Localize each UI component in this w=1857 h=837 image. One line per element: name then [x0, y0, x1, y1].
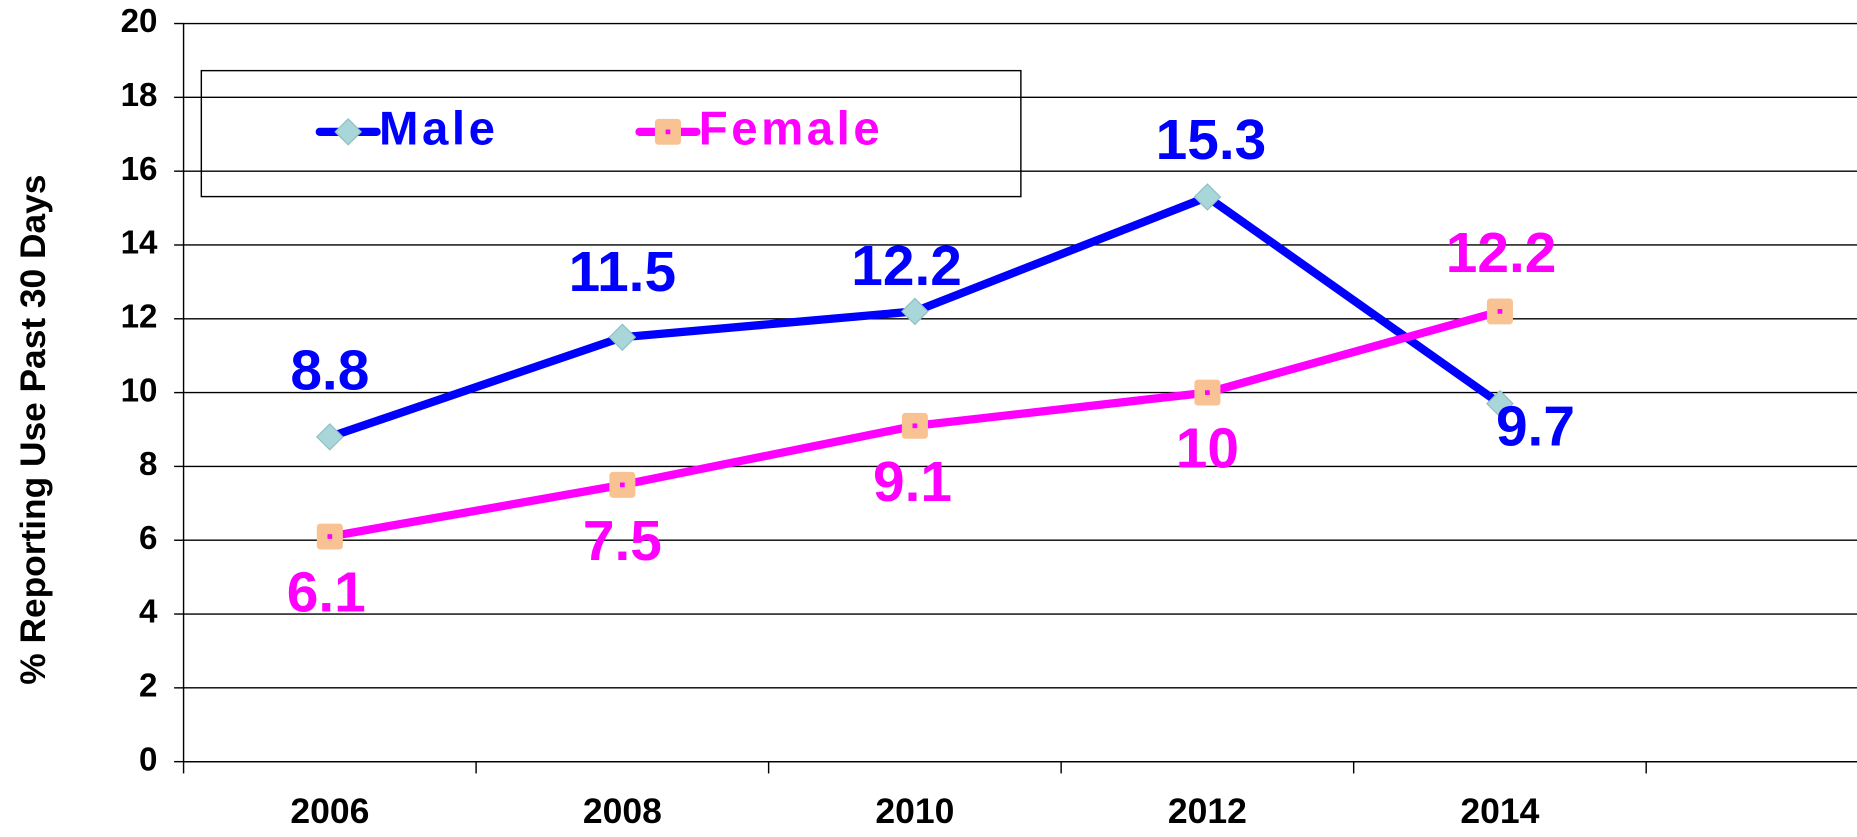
- y-tick-label: 10: [121, 372, 158, 409]
- marker-diamond: [901, 297, 929, 326]
- y-tick-label: 2: [139, 668, 157, 705]
- y-tick-label: 4: [139, 594, 158, 631]
- data-label: 15.3: [1156, 109, 1267, 172]
- marker-dot: [1205, 390, 1210, 395]
- data-label: 9.1: [873, 451, 952, 514]
- x-tick-label: 2012: [1168, 791, 1247, 831]
- marker-dot: [327, 534, 333, 539]
- marker-diamond: [1193, 183, 1222, 211]
- x-tick-label: 2010: [875, 791, 954, 831]
- data-label: 9.7: [1496, 396, 1575, 459]
- marker-diamond: [334, 118, 363, 146]
- marker-dot: [619, 482, 625, 488]
- data-label: 6.1: [287, 562, 366, 625]
- marker-dot: [1497, 309, 1503, 314]
- y-tick-label: 18: [121, 77, 158, 114]
- x-tick-label: 2014: [1460, 791, 1539, 831]
- marker-diamond: [608, 323, 637, 352]
- x-tick-label: 2008: [583, 791, 662, 831]
- data-label: 8.8: [290, 340, 369, 403]
- y-tick-label: 8: [139, 446, 157, 483]
- data-label: 12.2: [1446, 222, 1557, 285]
- y-tick-label: 12: [121, 299, 158, 336]
- legend-label: Male: [379, 102, 499, 155]
- marker-dot: [665, 129, 671, 135]
- marker-diamond: [1486, 389, 1514, 418]
- marker-diamond: [315, 423, 344, 451]
- y-tick-label: 14: [121, 225, 158, 262]
- y-axis-label: % Reporting Use Past 30 Days: [13, 175, 53, 685]
- marker-dot: [912, 423, 918, 429]
- data-label: 11.5: [569, 241, 676, 304]
- data-label: 7.5: [583, 510, 662, 573]
- data-label: 10: [1176, 418, 1239, 481]
- x-tick-label: 2006: [290, 791, 369, 831]
- data-label: 12.2: [851, 235, 962, 298]
- y-tick-label: 16: [121, 151, 158, 188]
- y-tick-label: 20: [121, 3, 158, 40]
- legend-label: Female: [699, 102, 884, 155]
- y-tick-label: 6: [139, 520, 157, 557]
- y-tick-label: 0: [139, 741, 157, 778]
